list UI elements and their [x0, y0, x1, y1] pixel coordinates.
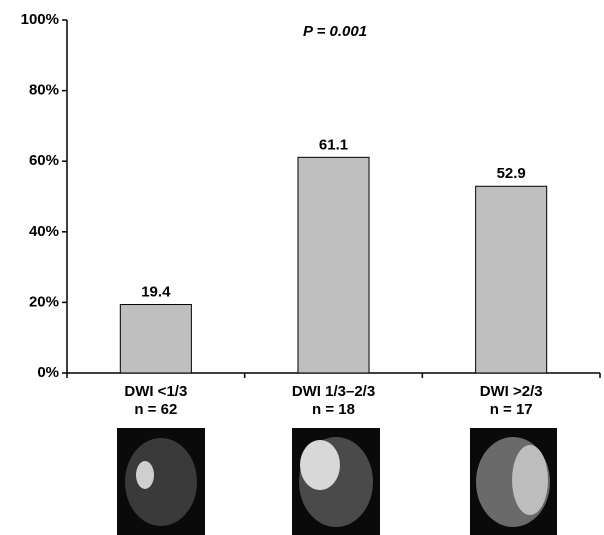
- y-tick-label: 60%: [29, 152, 59, 169]
- value-label: 52.9: [497, 165, 526, 182]
- x-tick-sublabel: n = 17: [490, 401, 533, 418]
- value-label: 61.1: [319, 136, 348, 153]
- chart: P = 0.001 0%20%40%60%80%100%DWI <1/3n = …: [0, 0, 604, 535]
- y-tick-label: 100%: [21, 11, 59, 28]
- y-tick-label: 0%: [37, 364, 59, 381]
- x-tick-label: DWI 1/3–2/3: [292, 383, 375, 400]
- scan-lesion: [300, 440, 340, 490]
- scan-brain: [125, 438, 197, 526]
- bar: [120, 305, 191, 373]
- scan-images: [117, 428, 557, 535]
- x-tick-sublabel: n = 18: [312, 401, 355, 418]
- bar: [476, 186, 547, 373]
- y-tick-label: 80%: [29, 82, 59, 99]
- scan-lesion: [512, 445, 548, 515]
- y-tick-label: 40%: [29, 223, 59, 240]
- p-value: P = 0.001: [303, 23, 367, 40]
- x-tick-label: DWI >2/3: [480, 383, 543, 400]
- scan-lesion: [136, 461, 154, 489]
- x-tick-label: DWI <1/3: [124, 383, 187, 400]
- bar: [298, 157, 369, 373]
- x-tick-sublabel: n = 62: [134, 401, 177, 418]
- y-tick-label: 20%: [29, 293, 59, 310]
- value-label: 19.4: [141, 283, 171, 300]
